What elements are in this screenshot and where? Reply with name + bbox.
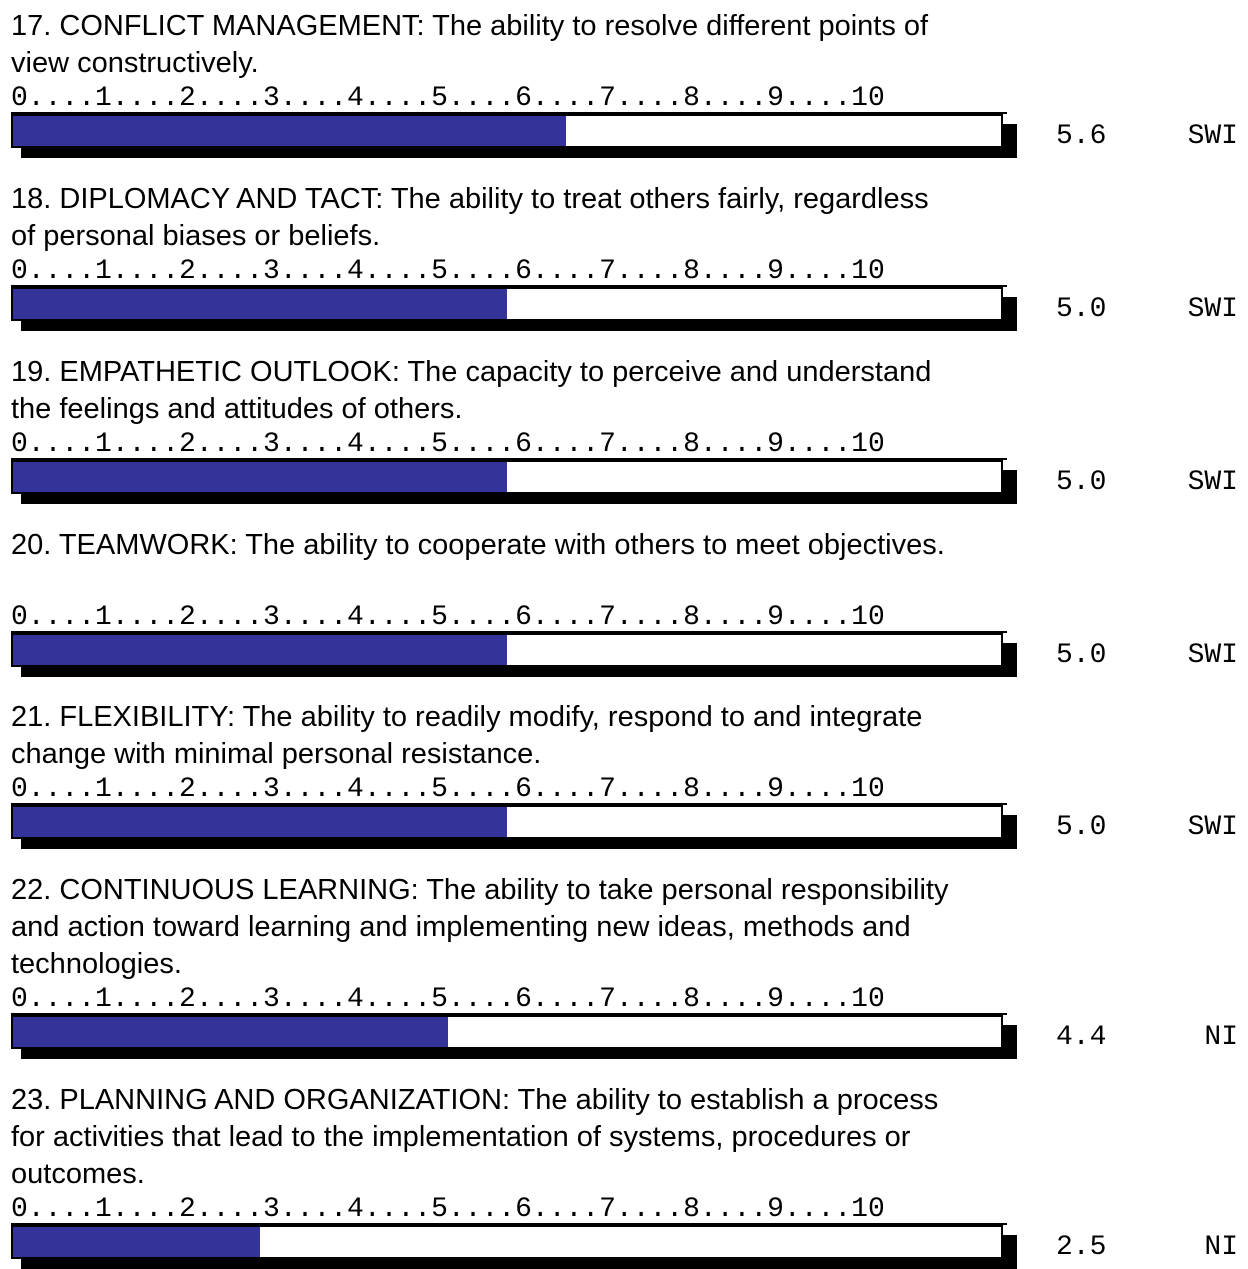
- scale-rule: [11, 803, 1007, 805]
- competency-description: 22. CONTINUOUS LEARNING: The ability to …: [11, 874, 949, 980]
- score-bar: [11, 633, 1003, 667]
- scale-labels: 0....1....2....3....4....5....6....7....…: [11, 429, 885, 460]
- score-bar-fill: [13, 289, 507, 319]
- score-bar-fill: [13, 807, 507, 837]
- score-value: 5.0: [1056, 294, 1107, 325]
- score-bar: [11, 114, 1003, 148]
- score-value: 2.5: [1056, 1232, 1107, 1263]
- score-bar: [11, 1225, 1003, 1259]
- scale-labels: 0....1....2....3....4....5....6....7....…: [11, 83, 885, 114]
- scale-labels: 0....1....2....3....4....5....6....7....…: [11, 256, 885, 287]
- rating-code: SWI: [1187, 467, 1238, 498]
- scale-rule: [11, 458, 1007, 460]
- score-value: 5.6: [1056, 121, 1107, 152]
- rating-code: SWI: [1187, 294, 1238, 325]
- score-bar-fill: [13, 116, 567, 146]
- score-bar: [11, 1015, 1003, 1049]
- competency-description: 18. DIPLOMACY AND TACT: The ability to t…: [11, 183, 929, 252]
- rating-code: SWI: [1187, 812, 1238, 843]
- scale-rule: [11, 631, 1007, 633]
- rating-code: NI: [1204, 1022, 1238, 1053]
- scale-rule: [11, 285, 1007, 287]
- scale-labels: 0....1....2....3....4....5....6....7....…: [11, 984, 885, 1015]
- competency-description: 19. EMPATHETIC OUTLOOK: The capacity to …: [11, 356, 932, 425]
- scale-rule: [11, 112, 1007, 114]
- score-bar: [11, 287, 1003, 321]
- score-value: 5.0: [1056, 467, 1107, 498]
- score-value: 5.0: [1056, 640, 1107, 671]
- rating-code: SWI: [1187, 640, 1238, 671]
- score-value: 5.0: [1056, 812, 1107, 843]
- competency-description: 20. TEAMWORK: The ability to cooperate w…: [11, 529, 945, 561]
- score-bar-fill: [13, 635, 507, 665]
- score-value: 4.4: [1056, 1022, 1107, 1053]
- competency-description: 21. FLEXIBILITY: The ability to readily …: [11, 701, 923, 770]
- competency-description: 17. CONFLICT MANAGEMENT: The ability to …: [11, 10, 929, 79]
- scale-labels: 0....1....2....3....4....5....6....7....…: [11, 602, 885, 633]
- scale-labels: 0....1....2....3....4....5....6....7....…: [11, 1194, 885, 1225]
- rating-code: SWI: [1187, 121, 1238, 152]
- scale-labels: 0....1....2....3....4....5....6....7....…: [11, 774, 885, 805]
- score-bar-fill: [13, 1227, 260, 1257]
- score-bar-fill: [13, 1017, 448, 1047]
- score-bar: [11, 460, 1003, 494]
- scale-rule: [11, 1223, 1007, 1225]
- rating-code: NI: [1204, 1232, 1238, 1263]
- score-bar-fill: [13, 462, 507, 492]
- score-bar: [11, 805, 1003, 839]
- scale-rule: [11, 1013, 1007, 1015]
- competency-description: 23. PLANNING AND ORGANIZATION: The abili…: [11, 1084, 939, 1190]
